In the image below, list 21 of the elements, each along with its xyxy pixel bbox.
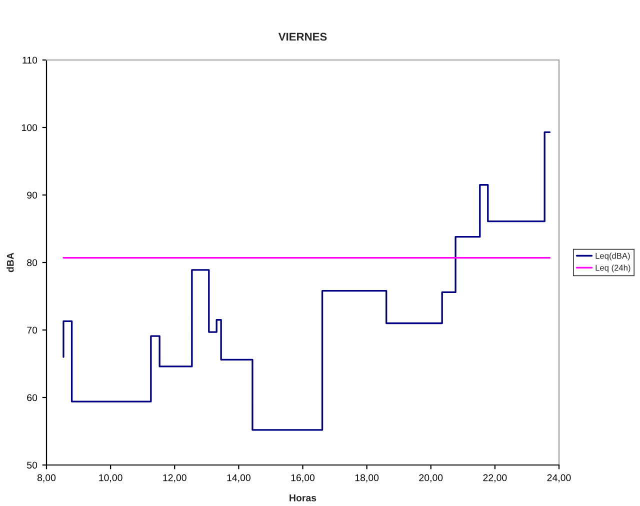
- x-tick-label: 16,00: [291, 474, 315, 482]
- legend-label: Leq(dBA): [596, 252, 630, 260]
- y-tick-label: 80: [27, 259, 38, 266]
- y-tick-label: 110: [22, 56, 38, 64]
- x-axis-title: Horas: [290, 494, 316, 502]
- y-tick-label: 60: [27, 394, 38, 402]
- y-axis-title: dBA: [6, 252, 14, 272]
- y-tick-label: 100: [22, 124, 38, 132]
- x-tick-label: 12,00: [163, 474, 186, 482]
- y-tick-label: 50: [27, 462, 38, 469]
- legend-label: Leq (24h): [596, 264, 630, 272]
- x-tick-label: 14,00: [227, 474, 250, 482]
- x-tick-label: 8,00: [37, 474, 56, 482]
- y-tick-label: 90: [27, 192, 38, 199]
- x-tick-label: 24,00: [547, 474, 571, 482]
- x-tick-label: 20,00: [419, 474, 443, 482]
- x-tick-label: 22,00: [483, 474, 507, 482]
- y-tick-label: 70: [27, 326, 38, 334]
- x-tick-label: 10,00: [99, 474, 122, 482]
- chart-title: VIERNES: [278, 32, 327, 41]
- x-tick-label: 18,00: [355, 474, 379, 482]
